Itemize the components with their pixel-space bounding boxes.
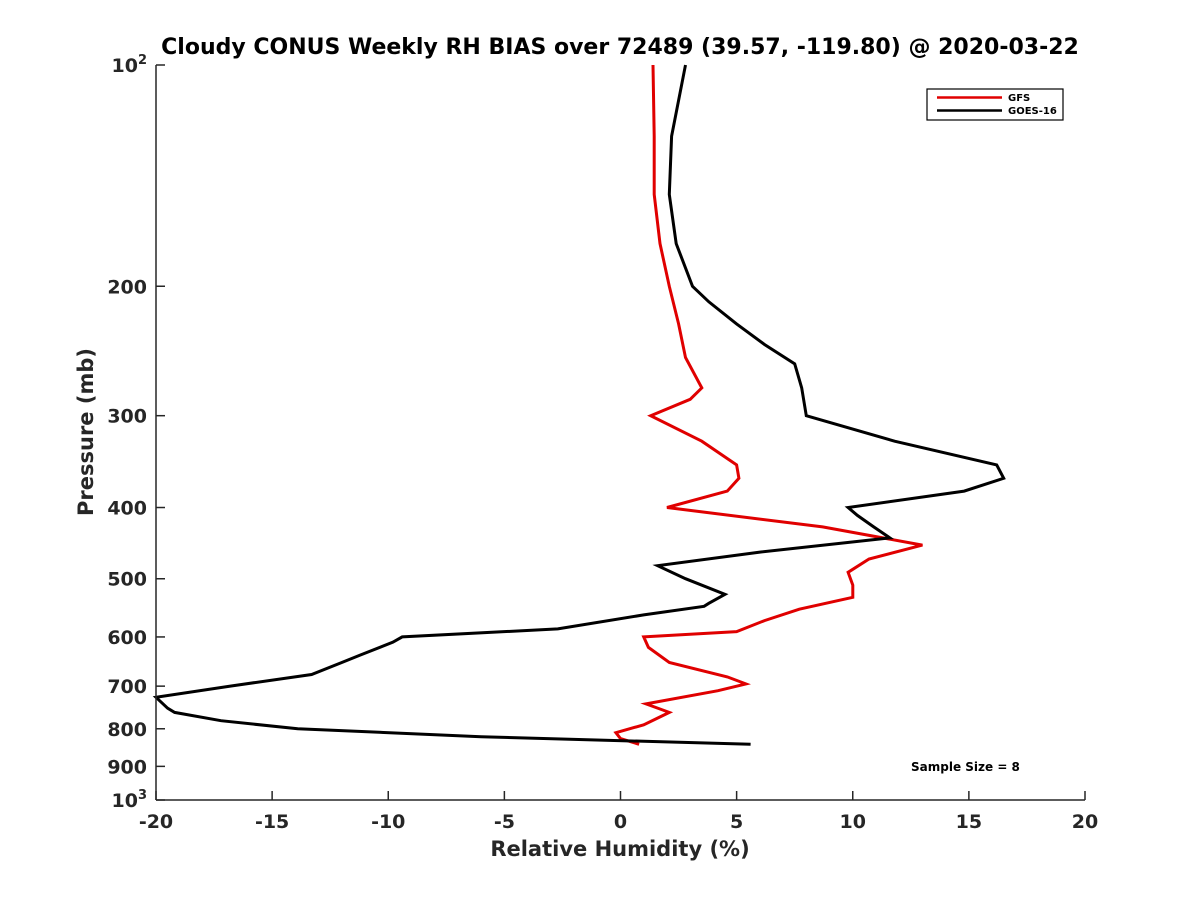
x-tick-label: -15 bbox=[255, 811, 289, 833]
series-line-gfs bbox=[613, 64, 923, 746]
legend-box bbox=[926, 88, 1064, 121]
y-ticks: 102 200 300 400 500 600 700 800 900 103 bbox=[107, 53, 165, 812]
y-tick-label: 400 bbox=[107, 498, 147, 520]
y-axis-label: Pressure (mb) bbox=[74, 348, 98, 516]
plot-frame bbox=[156, 65, 1085, 800]
legend-label-gfs: GFS bbox=[1008, 93, 1030, 104]
sample-size-annotation: Sample Size = 8 bbox=[911, 760, 1020, 774]
y-tick-label: 300 bbox=[107, 406, 147, 428]
x-tick-label: -20 bbox=[139, 811, 173, 833]
y-tick-label: 103 bbox=[112, 788, 148, 812]
x-tick-label: 0 bbox=[614, 811, 627, 833]
x-axis-label: Relative Humidity (%) bbox=[490, 837, 749, 861]
y-tick-label: 102 bbox=[112, 53, 148, 77]
y-tick-label: 200 bbox=[107, 276, 147, 298]
x-tick-label: 20 bbox=[1072, 811, 1098, 833]
chart-title: Cloudy CONUS Weekly RH BIAS over 72489 (… bbox=[161, 35, 1079, 60]
x-ticks: -20 -15 -10 -5 0 5 10 15 20 bbox=[139, 791, 1098, 833]
x-tick-label: -10 bbox=[371, 811, 405, 833]
x-tick-label: -5 bbox=[494, 811, 515, 833]
plot-area bbox=[156, 65, 1085, 800]
y-tick-label: 800 bbox=[107, 719, 147, 741]
series-line-goes16 bbox=[152, 64, 1006, 746]
legend: GFS GOES-16 bbox=[926, 88, 1064, 121]
series-layer bbox=[152, 64, 1006, 746]
y-tick-label: 700 bbox=[107, 676, 147, 698]
legend-label-goes16: GOES-16 bbox=[1008, 106, 1057, 117]
x-tick-label: 5 bbox=[730, 811, 743, 833]
y-tick-label: 600 bbox=[107, 627, 147, 649]
x-tick-label: 15 bbox=[956, 811, 982, 833]
y-tick-label: 500 bbox=[107, 569, 147, 591]
y-tick-label: 900 bbox=[107, 756, 147, 778]
x-tick-label: 10 bbox=[840, 811, 866, 833]
